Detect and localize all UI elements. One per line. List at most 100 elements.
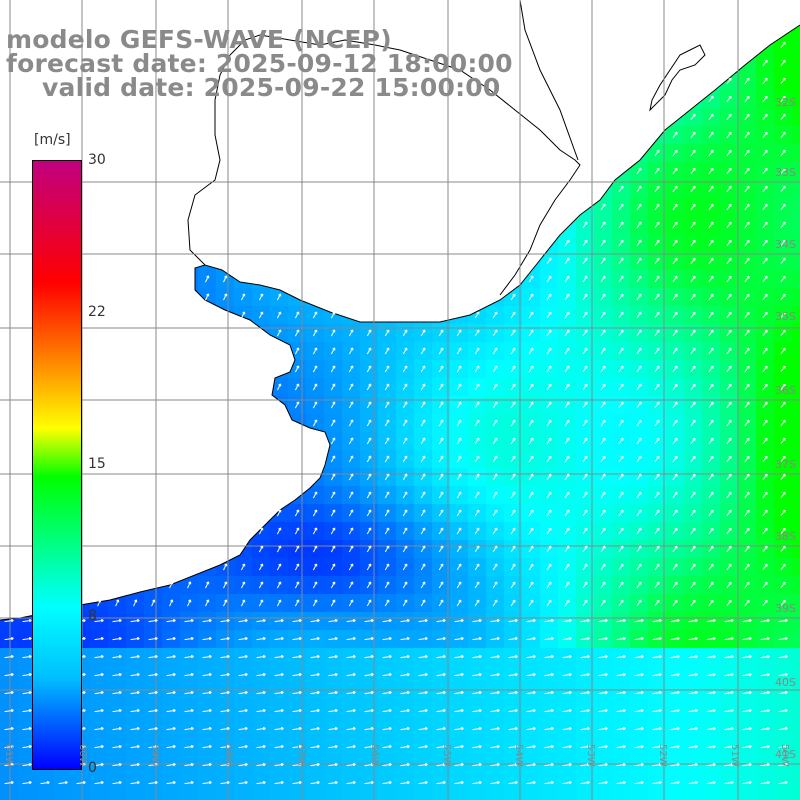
wind-arrow xyxy=(490,636,500,641)
wind-arrow xyxy=(708,599,714,607)
wind-arrow xyxy=(382,780,392,785)
wind-arrow xyxy=(184,618,194,623)
wind-arrow xyxy=(708,185,714,193)
wind-arrow xyxy=(436,708,446,713)
wind-arrow xyxy=(472,726,482,731)
wind-arrow xyxy=(688,654,698,659)
wind-arrow xyxy=(636,167,642,175)
wind-arrow xyxy=(616,744,626,749)
wind-arrow xyxy=(672,347,678,355)
wind-arrow xyxy=(312,311,318,319)
wind-arrow xyxy=(510,329,516,337)
wind-arrow xyxy=(205,581,210,589)
wind-arrow xyxy=(616,690,626,695)
speed-cell xyxy=(792,180,800,198)
wind-arrow xyxy=(364,780,374,785)
wind-arrow xyxy=(384,383,390,391)
wind-arrow xyxy=(670,744,680,749)
wind-arrow xyxy=(256,780,266,785)
wind-arrow xyxy=(546,473,552,481)
wind-arrow xyxy=(636,509,642,517)
wind-arrow xyxy=(364,708,374,713)
wind-arrow xyxy=(220,708,230,713)
wind-arrow xyxy=(364,654,374,659)
wind-arrow xyxy=(564,545,570,553)
wind-arrow xyxy=(526,672,536,677)
wind-arrow xyxy=(348,491,354,499)
speed-cell xyxy=(414,792,432,800)
speed-cell xyxy=(630,792,648,800)
wind-arrow xyxy=(652,690,662,695)
wind-arrow xyxy=(472,636,482,641)
wind-arrow xyxy=(708,455,714,463)
wind-arrow xyxy=(690,239,696,247)
wind-arrow xyxy=(223,293,228,301)
wind-arrow xyxy=(400,690,410,695)
wind-arrow xyxy=(744,131,750,139)
wind-arrow xyxy=(762,581,768,589)
wind-arrow xyxy=(528,491,534,499)
wind-arrow xyxy=(564,563,570,571)
speed-cell xyxy=(648,792,666,800)
wind-arrow xyxy=(312,491,318,499)
colorbar-tick-8: 8 xyxy=(88,608,97,624)
wind-arrow xyxy=(600,239,606,247)
wind-arrow xyxy=(672,185,678,193)
wind-arrow xyxy=(348,329,354,337)
speed-cell xyxy=(486,792,504,800)
wind-arrow xyxy=(346,654,356,659)
wind-arrow xyxy=(616,780,626,785)
wind-arrow xyxy=(510,527,516,535)
wind-arrow xyxy=(760,618,770,623)
wind-arrow xyxy=(580,744,590,749)
speed-cell xyxy=(792,234,800,252)
wind-arrow xyxy=(762,275,768,283)
lon-label: 56W xyxy=(369,744,380,767)
wind-arrow xyxy=(420,509,426,517)
wind-arrow xyxy=(492,581,498,589)
wind-arrow xyxy=(744,329,750,337)
wind-arrow xyxy=(456,473,462,481)
wind-arrow xyxy=(112,672,122,677)
wind-arrow xyxy=(130,708,140,713)
wind-arrow xyxy=(4,708,14,713)
lat-label: 40S xyxy=(775,676,796,689)
wind-arrow xyxy=(724,636,734,641)
wind-arrow xyxy=(328,672,338,677)
wind-arrow xyxy=(636,239,642,247)
wind-arrow xyxy=(4,726,14,731)
speed-cell xyxy=(792,486,800,504)
wind-arrow xyxy=(346,618,356,623)
lon-label: 61W xyxy=(3,744,14,767)
wind-arrow xyxy=(400,708,410,713)
wind-arrow xyxy=(528,473,534,481)
wind-arrow xyxy=(690,149,696,157)
wind-arrow xyxy=(672,275,678,283)
wind-arrow xyxy=(256,672,266,677)
wind-arrow xyxy=(600,437,606,445)
wind-arrow xyxy=(166,708,176,713)
wind-arrow xyxy=(366,383,372,391)
wind-arrow xyxy=(690,563,696,571)
speed-cell xyxy=(792,126,800,144)
wind-arrow xyxy=(492,437,498,445)
speed-cell xyxy=(540,792,558,800)
wind-arrow xyxy=(348,419,354,427)
wind-arrow xyxy=(328,636,338,641)
wind-arrow xyxy=(670,618,680,623)
wind-arrow xyxy=(438,545,444,553)
wind-arrow xyxy=(744,383,750,391)
wind-arrow xyxy=(762,257,768,265)
wind-arrow xyxy=(780,149,786,157)
wind-arrow xyxy=(690,545,696,553)
wind-arrow xyxy=(580,762,590,767)
wind-arrow xyxy=(312,545,318,553)
wind-arrow xyxy=(22,618,32,623)
wind-arrow xyxy=(582,563,588,571)
wind-arrow xyxy=(148,690,158,695)
wind-arrow xyxy=(528,437,534,445)
wind-arrow xyxy=(616,762,626,767)
wind-arrow xyxy=(670,672,680,677)
wind-arrow xyxy=(94,672,104,677)
wind-arrow xyxy=(348,455,354,463)
